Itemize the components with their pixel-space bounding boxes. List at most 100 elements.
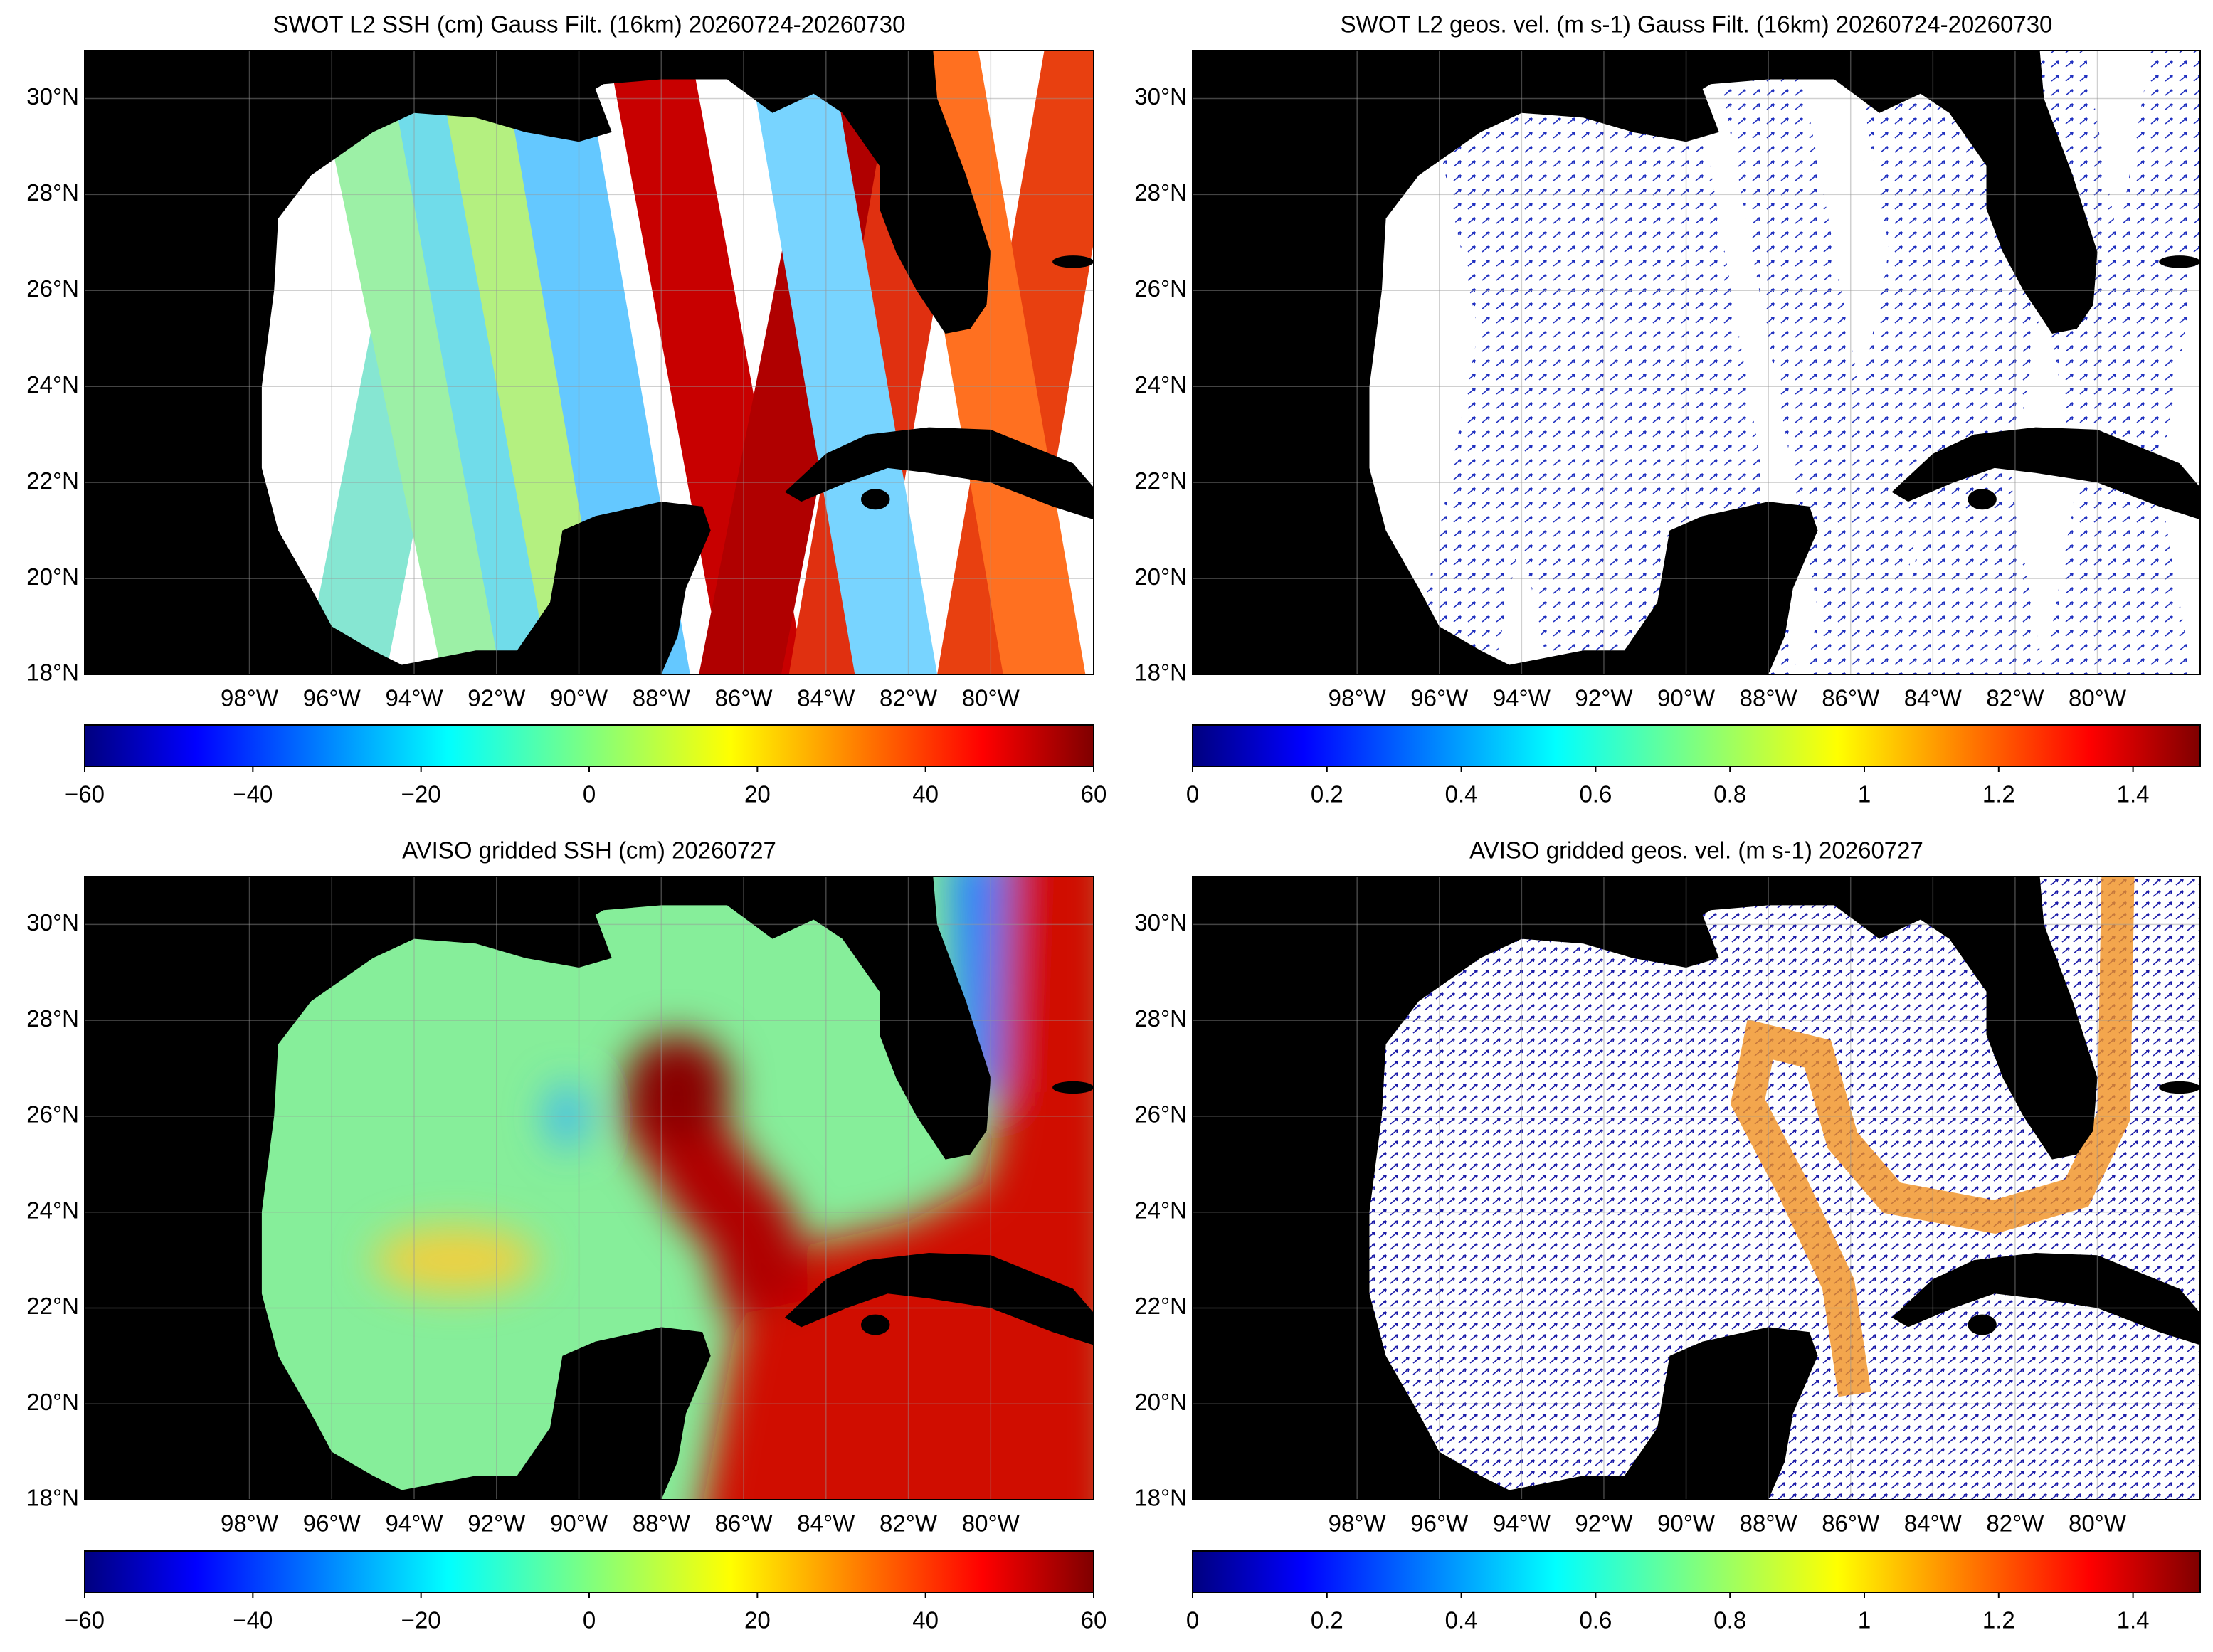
y-tick-label: 18°N — [26, 1485, 79, 1511]
island — [1968, 1314, 1997, 1335]
x-tick-label: 82°W — [880, 685, 938, 711]
colorbar-tick-label: 60 — [1081, 781, 1107, 808]
x-tick-label: 94°W — [385, 1510, 443, 1537]
x-tick-label: 90°W — [1657, 1510, 1716, 1537]
colorbar-tick-label: 0.6 — [1579, 781, 1612, 808]
colorbar — [84, 724, 1094, 767]
colorbar-tick-label: 1.4 — [2117, 1607, 2150, 1634]
colorbar-tick-label: 0 — [1186, 1607, 1199, 1634]
colorbar-tick-label: 0 — [583, 781, 596, 808]
colorbar-tick-label: 1 — [1858, 1607, 1871, 1634]
land — [1193, 877, 2098, 1500]
colorbar — [1192, 1550, 2201, 1593]
x-tick-label: 98°W — [1329, 1510, 1387, 1537]
x-tick-label: 98°W — [1329, 685, 1387, 711]
map-panel — [1193, 877, 2200, 1500]
x-tick-label: 92°W — [1575, 1510, 1633, 1537]
x-tick-label: 98°W — [221, 685, 279, 711]
y-tick-label: 20°N — [1134, 1389, 1187, 1415]
warm-region — [703, 877, 1094, 1500]
colorbar-tick-label: −60 — [65, 781, 105, 808]
x-tick-label: 90°W — [550, 685, 608, 711]
colorbar-tick-label: 20 — [744, 1607, 771, 1634]
x-tick-label: 94°W — [385, 685, 443, 711]
axes-frame — [1192, 876, 2201, 1500]
island — [2159, 255, 2200, 268]
land — [85, 877, 991, 1500]
y-tick-label: 26°N — [26, 1101, 79, 1128]
land — [1891, 1253, 2200, 1345]
y-tick-label: 22°N — [26, 467, 79, 494]
x-tick-label: 96°W — [1410, 685, 1469, 711]
island — [1052, 1081, 1094, 1094]
y-tick-label: 18°N — [1134, 1485, 1187, 1511]
x-tick-label: 86°W — [715, 1510, 773, 1537]
swath — [312, 51, 525, 674]
axes-frame — [1192, 50, 2201, 675]
map-panel — [1193, 51, 2200, 674]
x-tick-label: 92°W — [1575, 685, 1633, 711]
colorbar-tick-label: 0 — [583, 1607, 596, 1634]
y-tick-label: 26°N — [1134, 1101, 1187, 1128]
y-tick-label: 24°N — [26, 371, 79, 398]
x-tick-label: 86°W — [1822, 685, 1880, 711]
y-tick-label: 28°N — [1134, 1005, 1187, 1032]
y-tick-label: 24°N — [1134, 1197, 1187, 1223]
x-tick-label: 88°W — [1740, 1510, 1798, 1537]
x-tick-label: 96°W — [1410, 1510, 1469, 1537]
colorbar-tick-label: 0.2 — [1311, 1607, 1343, 1634]
panel-title: AVISO gridded SSH (cm) 20260727 — [402, 837, 776, 864]
y-tick-label: 22°N — [26, 1293, 79, 1319]
x-tick-label: 84°W — [797, 685, 855, 711]
y-tick-label: 30°N — [26, 909, 79, 936]
x-tick-label: 82°W — [1986, 1510, 2044, 1537]
y-tick-label: 28°N — [26, 1005, 79, 1032]
x-tick-label: 88°W — [1740, 685, 1798, 711]
x-tick-label: 92°W — [468, 1510, 526, 1537]
colorbar-tick-label: 0.4 — [1445, 781, 1478, 808]
island — [1052, 255, 1094, 268]
x-tick-label: 82°W — [1986, 685, 2044, 711]
x-tick-label: 80°W — [2069, 685, 2127, 711]
loop-current — [1730, 877, 2135, 1397]
y-tick-label: 24°N — [26, 1197, 79, 1223]
land — [1891, 427, 2200, 520]
colorbar — [1192, 724, 2201, 767]
colorbar-tick-label: 0.6 — [1579, 1607, 1612, 1634]
colorbar-tick-label: 1.4 — [2117, 781, 2150, 808]
island — [860, 489, 890, 510]
colorbar-tick-label: −20 — [401, 1607, 441, 1634]
x-tick-label: 94°W — [1493, 1510, 1551, 1537]
colorbar-tick-label: 1 — [1858, 781, 1871, 808]
x-tick-label: 90°W — [550, 1510, 608, 1537]
colorbar-tick-label: 0.8 — [1713, 781, 1746, 808]
x-tick-label: 84°W — [1904, 685, 1963, 711]
x-tick-label: 84°W — [1904, 1510, 1963, 1537]
x-tick-label: 88°W — [633, 685, 691, 711]
x-tick-label: 80°W — [962, 685, 1020, 711]
island — [860, 1314, 890, 1335]
x-tick-label: 94°W — [1493, 685, 1551, 711]
colorbar-tick-label: −20 — [401, 781, 441, 808]
colorbar-tick-label: 1.2 — [1982, 781, 2015, 808]
axes-frame — [84, 50, 1094, 675]
colorbar-tick-label: 1.2 — [1982, 1607, 2015, 1634]
x-tick-label: 98°W — [221, 1510, 279, 1537]
island — [1968, 489, 1997, 510]
colorbar-tick-label: −40 — [233, 1607, 273, 1634]
swath — [1854, 51, 2044, 674]
y-tick-label: 18°N — [26, 660, 79, 686]
swath — [747, 51, 938, 674]
colorbar-tick-label: 0 — [1186, 781, 1199, 808]
x-tick-label: 80°W — [2069, 1510, 2127, 1537]
colorbar-tick-label: −60 — [65, 1607, 105, 1634]
colorbar-tick-label: 40 — [912, 781, 939, 808]
eddy — [624, 1034, 731, 1141]
colorbar-tick-label: 0.4 — [1445, 1607, 1478, 1634]
colorbar-tick-label: −40 — [233, 781, 273, 808]
y-tick-label: 20°N — [26, 1389, 79, 1415]
land — [784, 1253, 1094, 1345]
colorbar — [84, 1550, 1094, 1593]
map-panel — [85, 877, 1094, 1500]
